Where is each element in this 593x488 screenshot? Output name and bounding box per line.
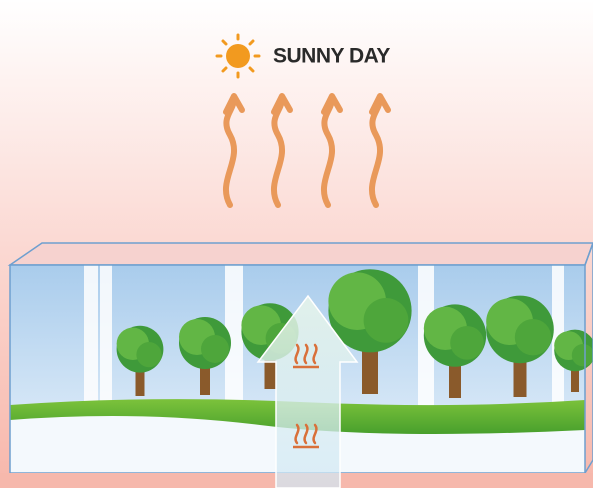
- illustration: SUNNY DAY: [0, 0, 593, 488]
- title: SUNNY DAY: [273, 45, 390, 68]
- page: {"label": "SUNNY DAY"}: [0, 0, 593, 488]
